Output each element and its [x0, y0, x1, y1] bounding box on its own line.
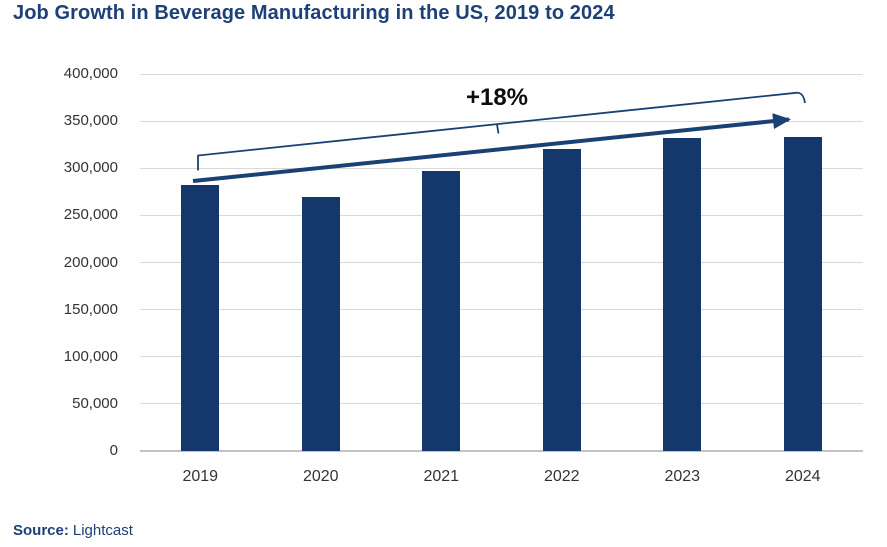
x-axis-line — [140, 450, 863, 452]
gridline — [140, 167, 863, 169]
bar-2023 — [663, 138, 702, 451]
bar-2024 — [783, 137, 822, 451]
bar-2021 — [422, 171, 461, 451]
bracket-center-tick — [496, 124, 500, 134]
y-axis-tick-label: 50,000 — [72, 394, 118, 412]
y-axis-tick-label: 250,000 — [63, 206, 118, 224]
y-axis-tick-label: 0 — [109, 442, 118, 459]
x-axis-tick-label: 2020 — [302, 468, 339, 485]
gridline — [140, 73, 863, 75]
gridline — [140, 403, 863, 405]
x-axis-tick-label: 2019 — [182, 468, 219, 485]
gridline — [140, 356, 863, 358]
source-value: Lightcast — [72, 522, 133, 539]
source-line: Source: Lightcast — [13, 522, 133, 539]
x-axis-tick-label: 2021 — [423, 468, 460, 485]
bar-2019 — [181, 185, 220, 451]
source-label: Source: — [13, 522, 69, 539]
x-axis-tick-label: 2024 — [784, 468, 821, 485]
y-axis-tick-label: 100,000 — [63, 347, 118, 365]
x-axis-tick-label: 2023 — [664, 468, 701, 485]
gridline — [140, 214, 863, 216]
gridline — [140, 262, 863, 263]
y-axis-tick-label: 350,000 — [63, 112, 118, 130]
y-axis-tick-label: 200,000 — [63, 253, 118, 271]
gridline — [140, 120, 863, 122]
growth-percent-label: +18% — [465, 84, 529, 111]
y-axis-tick-label: 150,000 — [63, 300, 118, 318]
gridline — [140, 309, 863, 311]
x-axis-tick-label: 2022 — [543, 468, 580, 485]
y-axis-tick-label: 300,000 — [63, 159, 118, 177]
chart-title: Job Growth in Beverage Manufacturing in … — [13, 2, 615, 24]
bar-2022 — [542, 149, 581, 451]
bar-2020 — [301, 196, 340, 451]
y-axis-tick-label: 400,000 — [63, 65, 118, 82]
